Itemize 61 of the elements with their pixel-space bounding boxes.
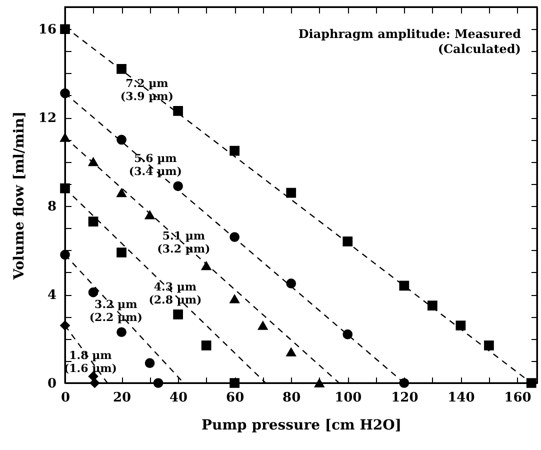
point [173,106,183,116]
point [60,320,70,330]
point [116,188,126,198]
point [484,340,494,350]
annotation: 5.1 µm (3.2 µm) [157,229,210,256]
x-tick-label: 80 [282,390,301,406]
point [286,278,296,288]
point [116,134,126,145]
point [526,378,536,388]
annotation: 5.6 µm (3.4 µm) [128,152,182,178]
point [88,287,98,298]
point [144,210,155,220]
x-tick-label: 140 [448,390,475,406]
x-tick-label: 100 [334,390,362,406]
point [230,146,240,156]
point [230,378,240,388]
annotation: Diaphragm amplitude: Measured (Calculated) [298,27,522,56]
y-tick-label: 4 [47,288,56,304]
y-tick-label: 12 [38,111,56,126]
y-tick-label: 16 [38,22,56,38]
point [427,300,438,311]
point [116,64,126,74]
point [258,321,268,330]
point [116,248,126,258]
y-tick-label: 8 [47,200,56,215]
x-tick-label: 40 [170,390,188,406]
y-tick-label: 0 [47,376,56,392]
point [286,188,296,198]
point [230,232,240,242]
point [60,88,70,98]
point [60,250,70,260]
point [144,358,155,368]
point [60,24,70,34]
point [88,157,98,166]
point [399,378,410,388]
point [60,183,70,194]
point [456,320,466,330]
x-tick-label: 0 [60,390,70,406]
point [88,216,98,226]
x-axis-title: Pump pressure [cm H2O] [202,418,402,434]
point [116,327,126,338]
point [90,378,100,388]
annotation: 3.2 µm (2.2 µm) [89,298,142,324]
point [173,181,183,192]
point [399,280,410,291]
point [60,133,70,142]
point [342,236,353,246]
point [286,348,296,356]
point [314,378,324,388]
annotation: 7.2 µm (3.9 µm) [120,76,174,103]
point [153,378,164,388]
y-axis-title: Volume flow [ml/min] [11,111,28,281]
x-tick-label: 60 [226,390,244,406]
annotation: 4.3 µm (2.8 µm) [148,280,202,306]
x-tick-label: 120 [391,390,418,406]
point [201,340,212,350]
point [230,294,240,304]
x-tick-label: 20 [112,390,132,406]
point [173,310,183,320]
point [342,329,353,340]
x-tick-label: 160 [504,390,532,406]
